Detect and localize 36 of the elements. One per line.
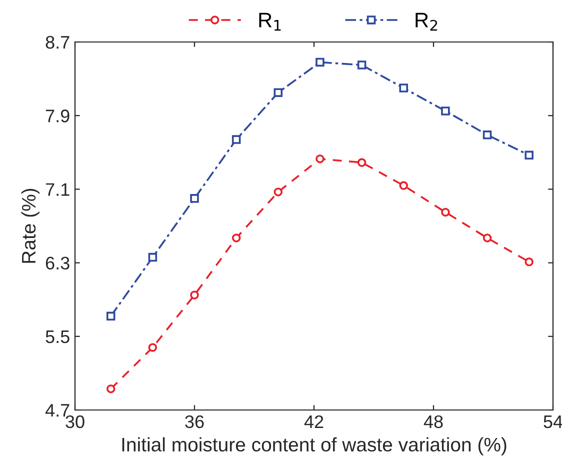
point [441, 208, 450, 217]
x-tick-label: 48 [424, 415, 443, 428]
point [148, 252, 158, 262]
y-tick-label: 7.9 [46, 110, 70, 122]
y-tick-label: 4.7 [45, 404, 70, 417]
y-tick-label: 8.7 [46, 36, 70, 49]
point [399, 181, 408, 190]
y-tick-label: 5.5 [46, 330, 70, 344]
point [274, 88, 283, 97]
point [441, 106, 450, 116]
point [106, 312, 116, 321]
point [482, 234, 492, 242]
point [106, 384, 116, 394]
point [524, 258, 534, 266]
point [274, 188, 283, 196]
point [524, 150, 534, 160]
legend-label: R$_{1}$ [259, 12, 281, 31]
y-tick-label: 7.1 [46, 183, 70, 196]
point [232, 135, 241, 144]
x-tick-label: 36 [185, 415, 204, 428]
point [482, 130, 492, 140]
x-tick-label: 42 [304, 415, 324, 428]
point [316, 154, 324, 164]
x-tick-label: 30 [66, 415, 84, 428]
point [190, 194, 199, 203]
point [357, 60, 366, 70]
y-axis-title: Rate (%) [21, 188, 40, 263]
y-tick-label: 6.3 [46, 256, 70, 270]
point [148, 343, 158, 352]
point [357, 158, 366, 167]
point [190, 290, 199, 300]
point [316, 58, 324, 67]
legend-label: R$_{2}$ [416, 12, 438, 31]
x-axis-title: Initial moisture content of waste variation (%) [122, 437, 506, 456]
point [232, 234, 241, 242]
point [399, 84, 408, 92]
